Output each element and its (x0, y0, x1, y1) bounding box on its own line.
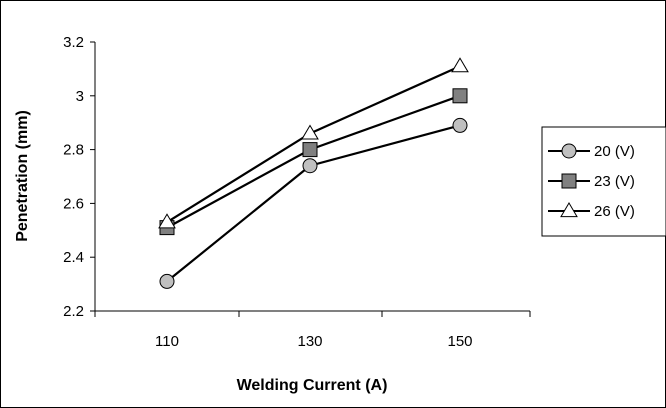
x-tick-label: 150 (447, 333, 472, 350)
data-point (302, 158, 318, 174)
series-2 (159, 88, 468, 236)
y-axis-title: Penetration (mm) (14, 110, 31, 242)
legend-item: 23 (V) (548, 173, 635, 190)
legend-marker (561, 173, 577, 189)
data-point (159, 273, 175, 289)
legend-marker (560, 202, 578, 218)
series-1 (159, 117, 468, 289)
legend: 20 (V) 23 (V) 26 (V) (541, 126, 666, 237)
legend-marker (561, 143, 577, 159)
y-tick-label: 3 (76, 88, 84, 105)
legend-item: 20 (V) (548, 143, 635, 160)
y-ticks: 2.2 2.4 2.6 2.8 3 3.2 (63, 34, 95, 320)
legend-item: 26 (V) (548, 202, 635, 220)
y-tick-label: 2.4 (63, 249, 84, 266)
y-tick-label: 2.8 (63, 142, 84, 159)
data-point (301, 124, 319, 140)
y-tick-label: 2.2 (63, 303, 84, 320)
legend-label: 23 (V) (594, 173, 635, 190)
data-point (302, 142, 318, 158)
legend-label: 20 (V) (594, 143, 635, 160)
x-ticks: 110 130 150 (94, 311, 531, 350)
axes (94, 42, 530, 312)
legend-label: 26 (V) (594, 203, 635, 220)
x-tick-label: 130 (297, 333, 322, 350)
y-tick-label: 2.6 (63, 195, 84, 212)
x-tick-label: 110 (155, 333, 179, 350)
data-point (158, 213, 176, 229)
series-layer (158, 57, 469, 289)
data-point (451, 57, 469, 73)
y-tick-label: 3.2 (63, 34, 84, 51)
data-point (452, 117, 468, 133)
data-point (452, 88, 468, 104)
series-3 (158, 57, 469, 229)
x-axis-title: Welding Current (A) (237, 377, 388, 394)
